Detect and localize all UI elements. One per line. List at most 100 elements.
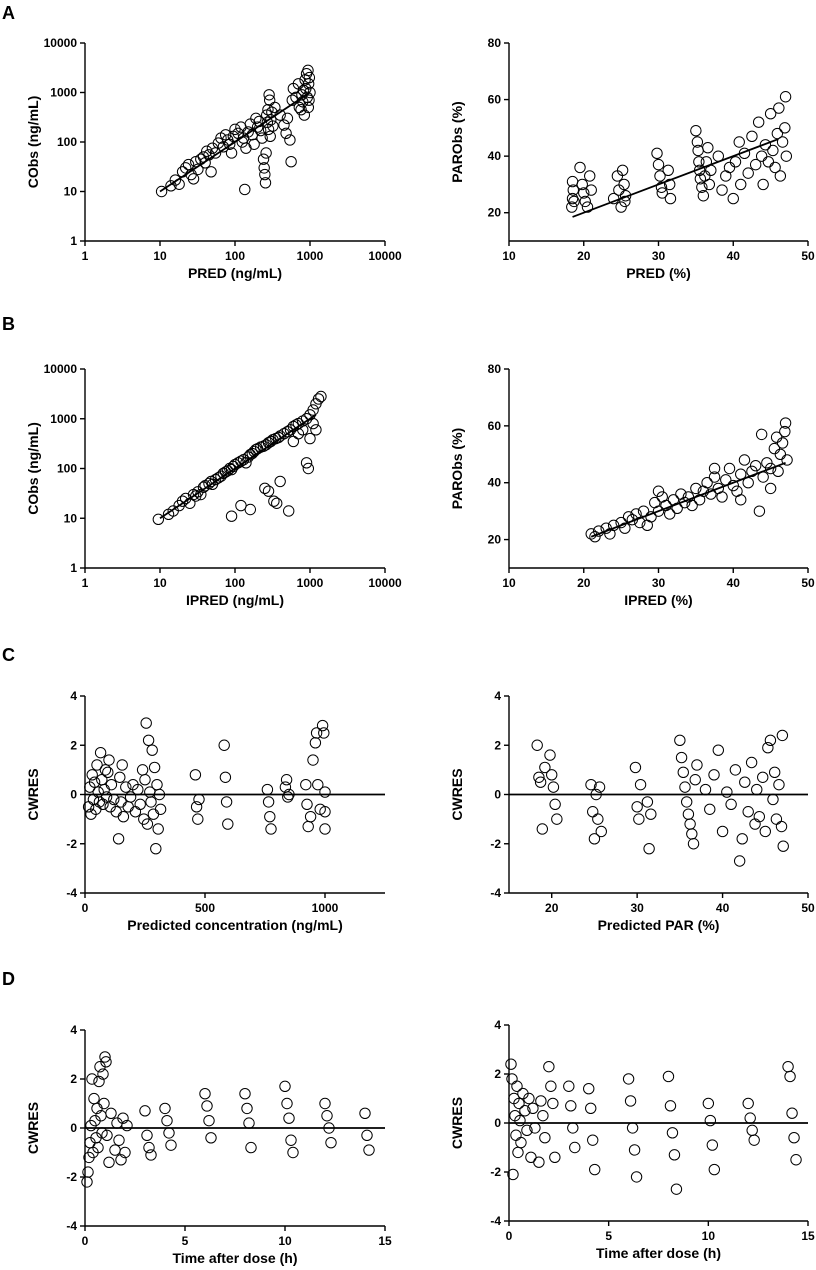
y-axis-title: CWRES: [449, 1097, 465, 1149]
y-axis-title: CObs (ng/mL): [25, 96, 41, 189]
data-point: [283, 788, 295, 801]
data-point: [105, 1107, 117, 1120]
identity-line: [572, 138, 779, 218]
data-point: [762, 156, 775, 168]
data-point: [102, 766, 114, 779]
y-tick-label: 2: [70, 1072, 77, 1086]
data-point: [757, 178, 769, 191]
data-point: [716, 491, 728, 503]
data-point: [88, 1092, 100, 1105]
y-tick-label: 10000: [44, 362, 78, 376]
data-point: [745, 756, 758, 769]
data-point: [725, 798, 737, 811]
data-point: [592, 813, 604, 825]
data-point: [259, 482, 271, 494]
plot-c-left: 0 500 1000 -4 -2 0 2 4 Predicted concentration (…: [25, 689, 385, 933]
data-point: [98, 1097, 110, 1110]
data-point: [587, 806, 599, 818]
data-point: [773, 778, 785, 791]
x-tick-label: 1000: [312, 901, 339, 915]
data-point: [99, 764, 112, 776]
data-point: [776, 729, 789, 742]
data-point: [259, 168, 271, 181]
data-point: [225, 147, 238, 159]
data-point: [152, 823, 164, 835]
y-tick-label: 0: [494, 788, 501, 802]
data-point: [132, 783, 144, 796]
data-point: [764, 482, 777, 495]
data-point: [705, 488, 717, 500]
data-point: [705, 164, 717, 176]
data-point: [304, 432, 316, 445]
data-point: [691, 759, 703, 771]
data-point: [751, 783, 763, 796]
data-point: [567, 1122, 579, 1134]
data-point: [776, 136, 789, 148]
data-point: [505, 1058, 517, 1070]
data-point: [699, 783, 712, 796]
data-point: [265, 823, 277, 835]
data-point: [253, 115, 265, 128]
data-point: [161, 1114, 173, 1127]
data-point: [325, 1137, 337, 1149]
data-point: [716, 825, 729, 838]
data-point: [122, 801, 134, 813]
data-point: [753, 810, 766, 823]
y-tick-label: -4: [490, 1214, 501, 1228]
data-point: [662, 1070, 675, 1083]
y-tick-label: 60: [488, 419, 502, 433]
data-point: [682, 808, 695, 820]
x-tick-label: 10: [278, 1234, 292, 1248]
data-point: [105, 778, 118, 791]
data-point: [770, 813, 783, 825]
data-point: [225, 510, 238, 522]
data-point: [739, 776, 751, 788]
data-point: [769, 161, 781, 174]
data-point: [176, 166, 189, 178]
x-tick-label: 10: [153, 249, 167, 263]
data-point: [312, 778, 324, 791]
data-point: [96, 1127, 108, 1139]
data-point: [780, 150, 793, 162]
data-point: [670, 1183, 683, 1195]
identity-line: [590, 461, 786, 538]
plot-a-right: 10 20 30 40 50 20 40 60 80 PRED (%) PARObs (%): [449, 36, 815, 281]
y-tick-label: -4: [66, 886, 77, 900]
data-point: [544, 749, 556, 761]
y-tick-label: -2: [490, 837, 501, 851]
data-point: [738, 147, 751, 160]
data-point: [256, 132, 268, 144]
data-point: [581, 201, 594, 213]
data-point: [261, 783, 274, 796]
data-point: [704, 803, 716, 815]
data-point: [748, 1134, 760, 1146]
data-point: [119, 1146, 131, 1159]
data-point: [767, 144, 779, 157]
data-point: [588, 833, 601, 845]
y-tick-label: 1: [70, 234, 77, 248]
data-point: [300, 457, 313, 469]
plot-b-right: 10 20 30 40 50 20 40 60 80 IPRED (%) PARObs (%): [449, 362, 815, 608]
data-point: [312, 393, 325, 405]
data-point: [271, 497, 283, 509]
data-point: [527, 1102, 539, 1115]
data-point: [187, 173, 200, 185]
data-point: [154, 803, 167, 815]
x-tick-label: 40: [716, 901, 730, 915]
data-point: [197, 151, 210, 163]
data-point: [584, 170, 596, 182]
x-tick-label: 10: [702, 1229, 716, 1243]
data-point: [675, 751, 688, 764]
data-point: [152, 513, 165, 526]
data-point: [589, 1163, 601, 1176]
data-point: [662, 164, 674, 176]
data-point: [619, 195, 631, 208]
data-point: [218, 739, 230, 751]
data-point: [634, 778, 647, 791]
data-point: [735, 494, 747, 506]
data-point: [664, 1100, 677, 1112]
data-point: [593, 525, 605, 537]
data-point: [163, 1127, 175, 1139]
data-point: [303, 71, 316, 84]
data-point: [759, 825, 771, 838]
